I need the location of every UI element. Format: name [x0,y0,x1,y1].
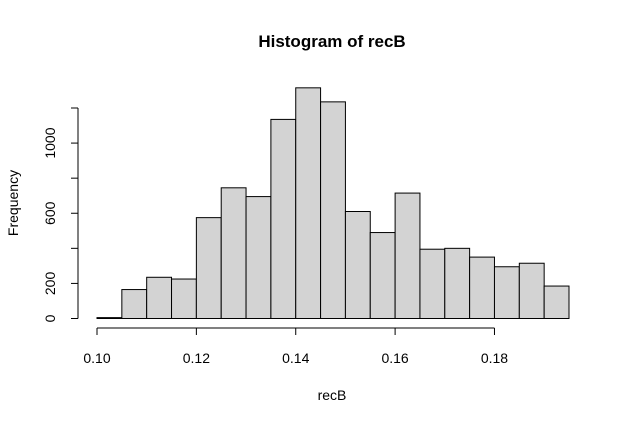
histogram-bar [543,285,570,319]
histogram-bar [220,187,247,319]
histogram-bar [121,289,148,319]
histogram-bar [96,317,123,319]
x-tick-label: 0.14 [282,350,309,366]
histogram-bar [146,276,173,319]
x-tick-label: 0.18 [481,350,508,366]
histogram-bar [394,192,421,319]
y-tick-label: 600 [42,201,58,225]
histogram-bar [245,196,272,319]
histogram-bar [195,217,222,319]
histogram-bar [518,262,545,319]
histogram-bar [493,266,520,319]
x-axis-label: recB [318,387,347,403]
histogram-bar [469,256,495,320]
y-axis: 0 200 600 1000 [42,107,79,322]
x-tick-label: 0.16 [381,350,408,366]
y-tick-label: 200 [42,272,58,296]
x-axis: 0.10 0.12 0.14 0.16 0.18 [83,327,508,366]
chart-title: Histogram of recB [258,32,405,51]
histogram-bar [419,248,446,320]
histogram-bar [171,278,197,319]
histogram-bar [369,232,396,319]
y-tick-label: 0 [42,314,58,322]
histogram-bar [344,211,371,319]
histogram-bar [320,101,346,319]
histogram-bars [96,87,570,320]
y-axis-label: Frequency [5,170,21,236]
histogram-bar [295,87,322,319]
x-tick-label: 0.12 [183,350,210,366]
x-tick-label: 0.10 [83,350,110,366]
histogram-bar [444,247,471,319]
y-tick-label: 1000 [42,127,58,158]
histogram-bar [270,118,297,320]
